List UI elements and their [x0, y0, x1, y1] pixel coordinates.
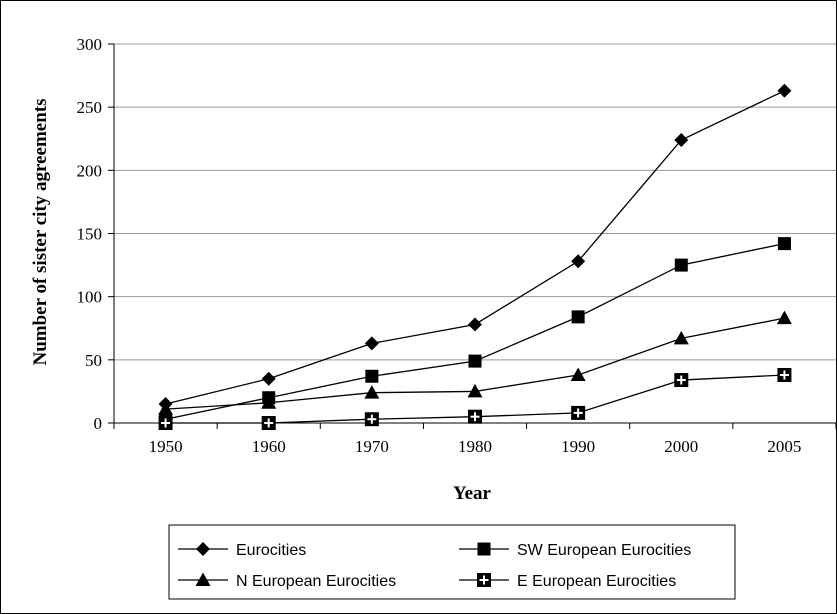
data-point — [468, 409, 482, 424]
legend-marker — [196, 542, 210, 556]
data-point — [776, 310, 792, 325]
legend-entry: N European Eurocities — [178, 572, 396, 590]
series-group — [158, 83, 792, 430]
data-point — [674, 133, 689, 148]
x-tick-label: 1970 — [355, 437, 389, 456]
data-point — [674, 258, 688, 272]
axes — [108, 43, 837, 429]
legend-label: SW European Eurocities — [517, 542, 691, 559]
data-point — [468, 354, 482, 368]
data-point — [261, 416, 276, 430]
legend-entry: SW European Eurocities — [459, 542, 691, 559]
y-tick-label: 300 — [77, 35, 103, 54]
data-point — [158, 416, 173, 430]
data-point — [365, 369, 379, 383]
y-tick-label: 250 — [77, 98, 103, 117]
y-tick-labels: 0 50 100 150 200 250 300 — [77, 35, 103, 433]
y-tick-label: 0 — [94, 414, 103, 433]
legend-marker — [195, 572, 211, 586]
x-tick-label: 2000 — [664, 437, 698, 456]
data-point — [571, 405, 586, 420]
series-triangle — [158, 310, 792, 416]
y-tick-label: 200 — [77, 161, 103, 180]
data-point — [571, 310, 585, 324]
data-point — [673, 330, 689, 345]
data-point — [364, 385, 380, 399]
legend-label: N European Eurocities — [236, 573, 396, 590]
legend-entry: Eurocities — [178, 542, 306, 559]
x-tick-label: 1990 — [561, 437, 595, 456]
x-tick-label: 1950 — [149, 437, 183, 456]
series-diamond — [158, 83, 792, 412]
legend-label: Eurocities — [236, 542, 306, 559]
x-tick-labels: 1950 1960 1970 1980 1990 2000 2005 — [149, 437, 802, 456]
data-point — [467, 383, 483, 398]
data-point — [777, 237, 791, 251]
data-point — [674, 373, 689, 388]
x-axis-title: Year — [453, 483, 492, 504]
series-square-cross — [158, 367, 792, 430]
data-point — [364, 412, 379, 427]
data-point — [777, 83, 792, 98]
data-point — [261, 395, 277, 409]
legend-entry: E European Eurocities — [459, 573, 676, 590]
y-tick-label: 150 — [77, 225, 103, 244]
legend-box — [168, 524, 736, 600]
y-tick-label: 50 — [85, 351, 102, 370]
x-tick-label: 1980 — [458, 437, 492, 456]
data-point — [777, 367, 792, 382]
y-axis-title: Number of sister city agreements — [30, 99, 51, 366]
x-tick-label: 1960 — [252, 437, 286, 456]
legend: Eurocities SW European Eurocities N Europe… — [168, 524, 736, 600]
data-point — [261, 371, 276, 386]
gridlines — [114, 43, 836, 361]
legend-marker — [477, 573, 491, 587]
data-point — [468, 317, 482, 332]
data-point — [364, 336, 379, 351]
legend-marker — [477, 542, 491, 556]
legend-label: E European Eurocities — [517, 573, 676, 590]
data-point — [571, 254, 586, 269]
data-point — [158, 401, 174, 416]
x-tick-label: 2005 — [767, 437, 801, 456]
data-point — [570, 367, 586, 381]
y-tick-label: 100 — [77, 288, 103, 307]
